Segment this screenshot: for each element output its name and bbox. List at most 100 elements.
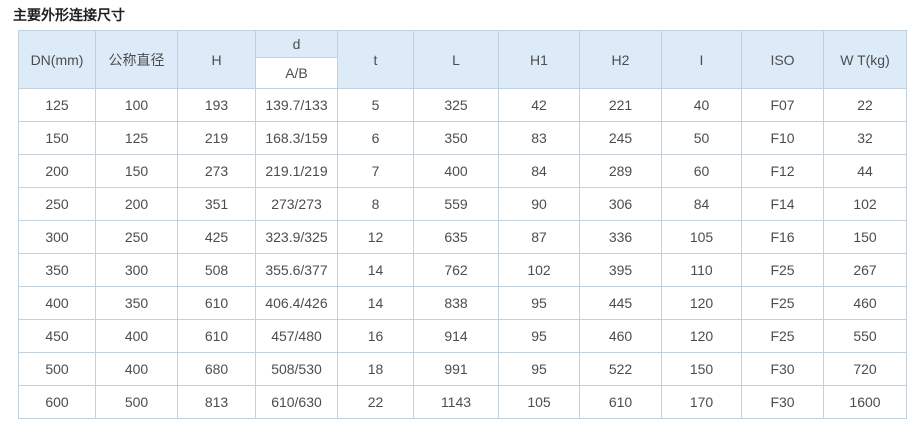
table-header: DN(mm) 公称直径 H d t L H1 H2 I ISO W T(kg) … [18,30,907,89]
table-cell: 219 [177,121,256,155]
table-cell: 22 [823,88,907,122]
table-cell: 762 [413,253,499,287]
table-row: 125 100 193 139.7/133 5 325 42 221 40 F07 22 [18,88,907,122]
table-cell: 635 [413,220,499,254]
table-cell: 200 [95,187,178,221]
table-cell: F12 [741,154,824,188]
table-cell: 50 [661,121,742,155]
table-cell: 32 [823,121,907,155]
table-cell: F30 [741,352,824,386]
table-cell: 325 [413,88,499,122]
table-cell: 84 [498,154,580,188]
table-cell: 250 [18,187,96,221]
table-cell: 18 [337,352,414,386]
table-cell: 351 [177,187,256,221]
table-cell: F07 [741,88,824,122]
table-cell: 105 [661,220,742,254]
table-cell: 500 [18,352,96,386]
table-cell: 355.6/377 [255,253,338,287]
table-cell: 42 [498,88,580,122]
table-cell: 6 [337,121,414,155]
table-cell: 40 [661,88,742,122]
table-cell: F25 [741,319,824,353]
table-cell: 610 [579,385,662,419]
table-cell: 90 [498,187,580,221]
col-header-h1: H1 [498,30,580,89]
table-cell: 200 [18,154,96,188]
page-title: 主要外形连接尺寸 [13,7,125,23]
table-cell: 44 [823,154,907,188]
table-row: 600 500 813 610/630 22 1143 105 610 170 F30 1600 [18,385,907,419]
table-cell: 395 [579,253,662,287]
table-row: 450 400 610 457/480 16 914 95 460 120 F25 550 [18,319,907,353]
table-cell: 550 [823,319,907,353]
table-row: 300 250 425 323.9/325 12 635 87 336 105 F16 150 [18,220,907,254]
table-cell: F10 [741,121,824,155]
table-cell: 500 [95,385,178,419]
table-cell: 250 [95,220,178,254]
table-row: 250 200 351 273/273 8 559 90 306 84 F14 102 [18,187,907,221]
table-cell: 400 [95,319,178,353]
table-cell: 273 [177,154,256,188]
table-cell: 610/630 [255,385,338,419]
table-cell: 610 [177,286,256,320]
table-cell: 150 [823,220,907,254]
table-row: 350 300 508 355.6/377 14 762 102 395 110 F25 267 [18,253,907,287]
table-row: 400 350 610 406.4/426 14 838 95 445 120 F25 460 [18,286,907,320]
col-header-h: H [177,30,256,89]
table-cell: 125 [18,88,96,122]
table-cell: 460 [823,286,907,320]
table-cell: 406.4/426 [255,286,338,320]
table-cell: 350 [95,286,178,320]
table-cell: 450 [18,319,96,353]
table-cell: 991 [413,352,499,386]
table-cell: 95 [498,352,580,386]
table-cell: 680 [177,352,256,386]
table-cell: 457/480 [255,319,338,353]
col-header-dn: DN(mm) [18,30,96,89]
table-cell: 323.9/325 [255,220,338,254]
table-cell: 267 [823,253,907,287]
table-cell: 914 [413,319,499,353]
table-cell: 193 [177,88,256,122]
table-cell: 95 [498,286,580,320]
table-cell: 221 [579,88,662,122]
table-cell: 139.7/133 [255,88,338,122]
table-cell: 289 [579,154,662,188]
table-cell: F16 [741,220,824,254]
table-cell: 150 [661,352,742,386]
table-cell: 1600 [823,385,907,419]
table-cell: 102 [823,187,907,221]
table-cell: 522 [579,352,662,386]
table-row: 150 125 219 168.3/159 6 350 83 245 50 F10 32 [18,121,907,155]
table-cell: 400 [95,352,178,386]
table-cell: 16 [337,319,414,353]
table-cell: 508 [177,253,256,287]
table-cell: 336 [579,220,662,254]
col-header-i: I [661,30,742,89]
table-row: 500 400 680 508/530 18 991 95 522 150 F30 720 [18,352,907,386]
table-cell: 306 [579,187,662,221]
table-cell: F25 [741,253,824,287]
table-body: 125 100 193 139.7/133 5 325 42 221 40 F07 22 150 125… [18,88,907,419]
table-cell: 219.1/219 [255,154,338,188]
table-cell: 125 [95,121,178,155]
table-cell: 813 [177,385,256,419]
table-cell: 400 [18,286,96,320]
table-cell: 168.3/159 [255,121,338,155]
table-cell: 5 [337,88,414,122]
table-cell: 300 [18,220,96,254]
table-cell: 8 [337,187,414,221]
table-cell: 150 [18,121,96,155]
table-cell: 610 [177,319,256,353]
table-row: 200 150 273 219.1/219 7 400 84 289 60 F12 44 [18,154,907,188]
dimensions-table: DN(mm) 公称直径 H d t L H1 H2 I ISO W T(kg) … [18,30,907,419]
table-cell: 7 [337,154,414,188]
table-cell: 22 [337,385,414,419]
table-cell: 170 [661,385,742,419]
col-header-d-sub-ab: A/B [255,57,338,89]
table-cell: 84 [661,187,742,221]
table-cell: F30 [741,385,824,419]
table-cell: 445 [579,286,662,320]
table-cell: 300 [95,253,178,287]
